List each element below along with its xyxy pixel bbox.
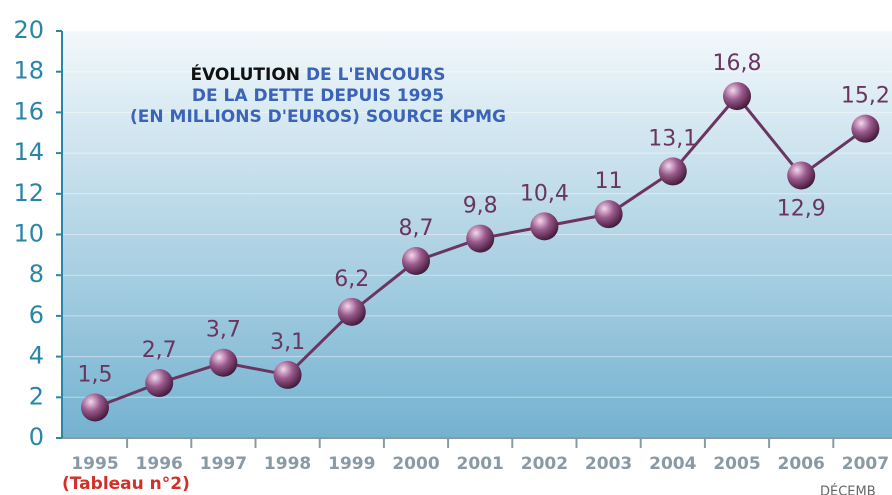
data-label: 6,2	[334, 267, 369, 292]
footer: DÉCEMB	[820, 484, 876, 495]
data-point	[145, 369, 174, 398]
caption: (Tableau n°2)	[62, 474, 190, 494]
x-tick-label: 2007	[842, 454, 889, 474]
y-tick-label: 18	[13, 57, 44, 85]
x-tick-label: 2000	[392, 454, 439, 474]
data-label: 2,7	[142, 338, 177, 363]
data-point	[466, 224, 495, 253]
y-tick-label: 16	[13, 97, 44, 125]
x-tick-label: 1996	[136, 454, 183, 474]
x-tick-label: 1997	[200, 454, 247, 474]
x-tick-label: 2005	[713, 454, 760, 474]
data-label: 16,8	[713, 51, 762, 76]
y-tick-label: 2	[29, 382, 44, 410]
data-label: 3,7	[206, 318, 241, 343]
data-point	[209, 348, 238, 377]
data-point	[723, 82, 751, 111]
data-label: 3,1	[270, 330, 305, 355]
y-tick-label: 12	[13, 179, 44, 207]
data-label: 1,5	[78, 362, 113, 387]
y-tick-label: 8	[29, 260, 44, 288]
data-point	[787, 161, 816, 190]
y-tick-label: 14	[13, 138, 44, 166]
data-point	[81, 393, 109, 422]
y-tick-label: 0	[29, 423, 44, 451]
y-tick-label: 4	[29, 342, 44, 370]
title-part: ÉVOLUTION	[190, 63, 300, 85]
chart-title: (EN MILLIONS D'EUROS) SOURCE KPMG	[130, 107, 506, 127]
y-tick-label: 20	[13, 16, 44, 44]
x-tick-label: 2003	[585, 454, 632, 474]
x-tick-label: 2001	[457, 454, 504, 474]
y-tick-label: 6	[29, 301, 44, 329]
x-tick-label: 1999	[328, 454, 375, 474]
data-point	[402, 246, 430, 275]
data-point	[594, 200, 623, 229]
x-tick-label: 2002	[521, 454, 568, 474]
x-tick-label: 2004	[649, 454, 696, 474]
data-point	[658, 157, 687, 186]
data-label: 9,8	[463, 194, 498, 219]
y-tick-label: 10	[13, 220, 44, 248]
data-point	[530, 212, 559, 241]
title-part: DE L'ENCOURS	[306, 65, 446, 85]
data-point	[337, 297, 366, 326]
data-point	[851, 114, 880, 143]
x-tick-label: 1998	[264, 454, 311, 474]
data-label: 15,2	[841, 84, 890, 109]
chart-title: ÉVOLUTION DE L'ENCOURS	[190, 63, 445, 85]
x-tick-label: 1995	[71, 454, 118, 474]
x-tick-label: 2006	[778, 454, 825, 474]
data-label: 8,7	[399, 216, 434, 241]
data-point	[273, 360, 302, 389]
data-label: 12,9	[777, 196, 826, 221]
data-label: 13,1	[648, 126, 697, 151]
data-label: 11	[595, 169, 623, 194]
chart-title: DE LA DETTE DEPUIS 1995	[192, 86, 444, 106]
data-label: 10,4	[520, 181, 569, 206]
